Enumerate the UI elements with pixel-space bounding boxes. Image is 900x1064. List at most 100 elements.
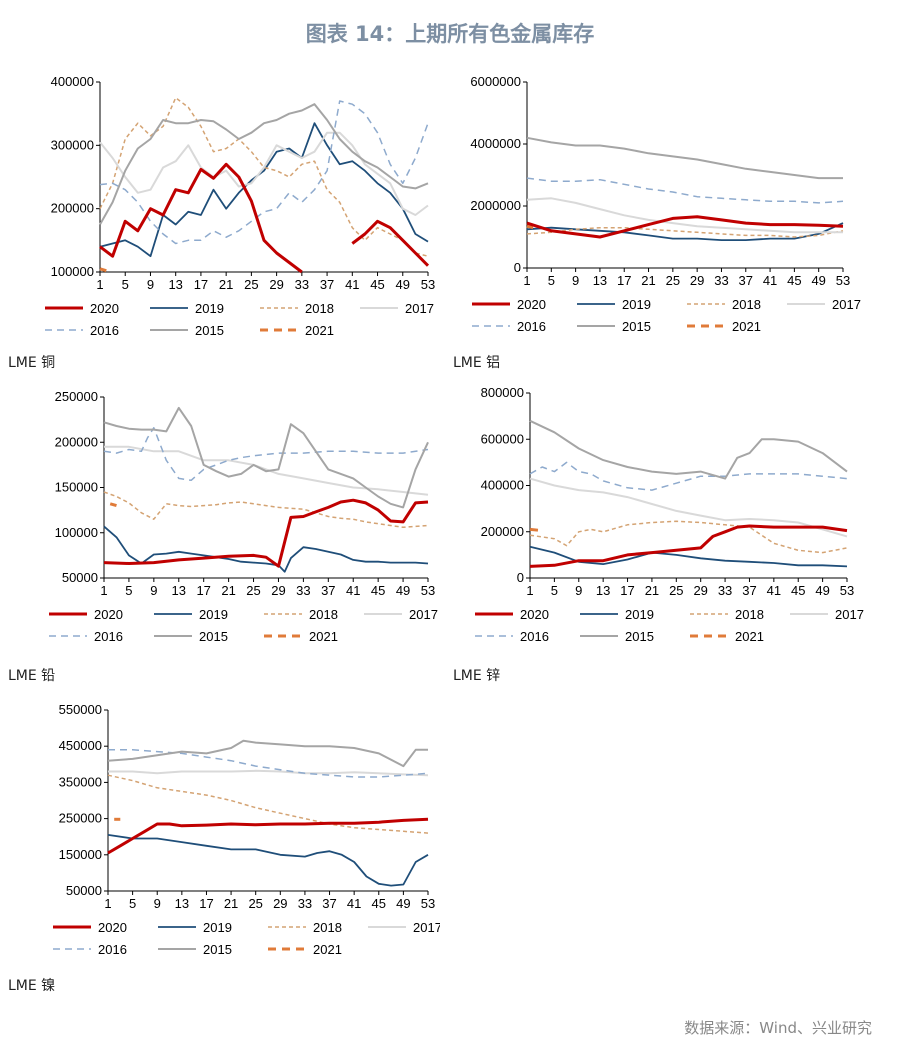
chart-nickel: 50000 150000 250000 350000 450000 550000 1 5 9 13… <box>0 700 440 1000</box>
series-line-2020 <box>526 215 844 239</box>
legend-label-2018: 2018 <box>313 920 342 935</box>
legend-label-2015: 2015 <box>199 629 228 644</box>
x-tick-label: 21 <box>645 583 659 598</box>
legend-label-2015: 2015 <box>625 629 654 644</box>
x-tick-label: 49 <box>815 583 829 598</box>
y-tick-label: 6000000 <box>470 74 521 89</box>
x-tick-label: 13 <box>172 583 186 598</box>
legend-label-2021: 2021 <box>305 323 334 338</box>
x-tick-label: 41 <box>345 277 359 292</box>
x-tick-label: 21 <box>224 896 238 911</box>
chart-aluminum: 0 2000000 4000000 6000000 1 5 9 13 17 21 25 29 33 37 4… <box>445 70 885 371</box>
series-line-2015 <box>526 136 843 180</box>
x-tick-label: 53 <box>840 583 854 598</box>
x-tick-label: 53 <box>836 273 850 288</box>
series-line-2021 <box>526 224 534 230</box>
chart-caption-lead: LME 铅 <box>8 668 56 684</box>
legend-label-2020: 2020 <box>517 297 546 312</box>
x-tick-label: 37 <box>739 273 753 288</box>
y-tick-label: 600000 <box>481 431 524 446</box>
y-tick-label: 250000 <box>59 811 102 826</box>
legend-label-2019: 2019 <box>195 301 224 316</box>
x-tick-label: 45 <box>787 273 801 288</box>
y-tick-label: 200000 <box>481 524 524 539</box>
y-tick-label: 50000 <box>62 570 98 585</box>
x-tick-label: 21 <box>221 583 235 598</box>
series-line-2020 <box>529 524 848 568</box>
x-tick-label: 49 <box>396 583 410 598</box>
legend-label-2019: 2019 <box>622 297 651 312</box>
chart-svg-lead: 50000 100000 150000 200000 250000 1 5 9 13 17 21 25… <box>49 389 438 644</box>
x-tick-label: 17 <box>617 273 631 288</box>
series-line-2015 <box>529 419 848 480</box>
y-tick-label: 200000 <box>51 201 94 216</box>
legend-label-2020: 2020 <box>98 920 127 935</box>
legend-label-2021: 2021 <box>309 629 338 644</box>
x-tick-label: 5 <box>129 896 136 911</box>
legend-label-2021: 2021 <box>735 629 764 644</box>
x-tick-label: 33 <box>295 277 309 292</box>
series-line-2017 <box>104 445 429 496</box>
x-tick-label: 21 <box>219 277 233 292</box>
series-line-2019 <box>103 525 429 573</box>
legend-label-2019: 2019 <box>199 607 228 622</box>
x-tick-label: 53 <box>421 896 435 911</box>
legend-label-2019: 2019 <box>625 607 654 622</box>
series-line-2018 <box>529 520 848 554</box>
series-line-2015 <box>103 406 429 509</box>
series-line-2017 <box>99 131 429 216</box>
series-line-2017 <box>108 769 429 777</box>
y-tick-label: 100000 <box>51 264 94 279</box>
x-tick-label: 5 <box>125 583 132 598</box>
y-tick-label: 150000 <box>55 480 98 495</box>
chart-copper: 100000 200000 300000 400000 1 5 9 13 17 21 25 29 33 3… <box>0 70 440 371</box>
y-tick-label: 0 <box>514 260 521 275</box>
x-tick-label: 13 <box>168 277 182 292</box>
legend-label-2019: 2019 <box>203 920 232 935</box>
series-line-2019 <box>99 122 429 258</box>
x-tick-label: 9 <box>154 896 161 911</box>
y-tick-label: 150000 <box>59 847 102 862</box>
series-line-2020 <box>103 498 429 568</box>
x-tick-label: 1 <box>100 583 107 598</box>
x-tick-label: 41 <box>767 583 781 598</box>
x-tick-label: 25 <box>248 896 262 911</box>
x-tick-label: 33 <box>714 273 728 288</box>
series-line-2017 <box>529 477 848 538</box>
legend-label-2020: 2020 <box>94 607 123 622</box>
series-line-2021 <box>529 527 543 533</box>
x-tick-label: 5 <box>122 277 129 292</box>
legend-label-2017: 2017 <box>405 301 434 316</box>
series-line-2016 <box>529 461 848 491</box>
x-tick-label: 29 <box>690 273 704 288</box>
x-tick-label: 5 <box>548 273 555 288</box>
legend-label-2018: 2018 <box>735 607 764 622</box>
y-tick-label: 0 <box>517 570 524 585</box>
x-tick-label: 9 <box>147 277 154 292</box>
legend-label-2017: 2017 <box>409 607 438 622</box>
y-tick-label: 4000000 <box>470 136 521 151</box>
x-tick-label: 1 <box>104 896 111 911</box>
legend-label-2016: 2016 <box>90 323 119 338</box>
x-tick-label: 33 <box>718 583 732 598</box>
chart-caption-zinc: LME 锌 <box>453 668 501 684</box>
legend-label-2018: 2018 <box>309 607 338 622</box>
legend-label-2015: 2015 <box>203 942 232 957</box>
chart-caption-nickel: LME 镍 <box>8 978 56 994</box>
series-line-2019 <box>107 834 429 887</box>
chart-caption-aluminum: LME 铝 <box>453 355 501 371</box>
x-tick-label: 45 <box>370 277 384 292</box>
x-tick-label: 17 <box>199 896 213 911</box>
x-tick-label: 33 <box>298 896 312 911</box>
x-tick-label: 53 <box>421 583 435 598</box>
series-line-2020 <box>107 817 429 855</box>
series-line-2018 <box>99 97 429 257</box>
y-tick-label: 450000 <box>59 738 102 753</box>
legend-label-2017: 2017 <box>832 297 861 312</box>
x-tick-label: 37 <box>742 583 756 598</box>
chart-caption-copper: LME 铜 <box>8 355 56 371</box>
x-tick-label: 49 <box>396 896 410 911</box>
x-tick-label: 25 <box>246 583 260 598</box>
x-tick-label: 13 <box>596 583 610 598</box>
y-tick-label: 2000000 <box>470 198 521 213</box>
